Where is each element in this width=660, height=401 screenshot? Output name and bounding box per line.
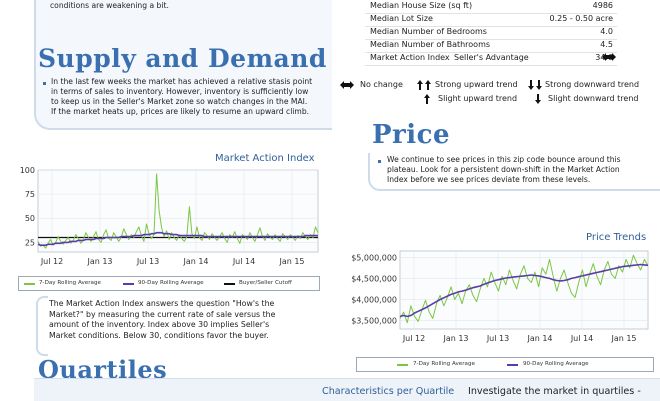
x-tick-label: Jan 13 (442, 334, 468, 343)
bullet-icon (378, 160, 381, 163)
y-tick-label: 50 (25, 214, 35, 223)
stat-row-lot-size: Median Lot Size 0.25 - 0.50 acre (365, 13, 617, 27)
y-tick-label: $4,000,000 (351, 295, 397, 304)
y-tick-label: 75 (25, 190, 35, 199)
legend-label-cutoff: Buyer/Seller Cutoff (239, 280, 292, 286)
price-heading: Price (372, 120, 450, 150)
strong-down-icon (528, 80, 542, 90)
plot-area (399, 250, 649, 330)
stat-row-bedrooms: Median Number of Bedrooms 4.0 (365, 26, 617, 40)
legend-label-90day: 90-Day Rolling Average (138, 280, 204, 286)
x-tick-label: Jul 12 (402, 334, 425, 343)
mai-legend: 7-Day Rolling Average 90-Day Rolling Ave… (18, 276, 320, 291)
mai-explanation: The Market Action Index answers the ques… (49, 299, 276, 340)
slight-up-icon (424, 94, 430, 104)
legend-swatch-cutoff (224, 283, 235, 285)
series-7day-line (37, 173, 319, 249)
price-chart-title: Price Trends (586, 232, 647, 243)
mai-chart-title: Market Action Index (215, 153, 315, 164)
bullet-icon (43, 82, 46, 85)
x-tick-label: Jan 15 (610, 334, 636, 343)
legend-swatch-7day (397, 364, 408, 366)
y-tick-label: 25 (25, 238, 35, 247)
strong-up-icon (417, 80, 431, 90)
characteristics-label: Characteristics per Quartile (322, 386, 455, 397)
x-tick-label: Jul 14 (570, 334, 593, 343)
no-change-icon (602, 53, 616, 61)
trend-legend: No change Strong upward trend Strong dow… (340, 80, 660, 108)
legend-label-7day: 7-Day Rolling Average (413, 361, 475, 367)
price-panel (368, 153, 660, 191)
x-tick-label: Jul 13 (136, 257, 159, 266)
price-chart: $3,500,000 $4,000,000 $4,500,000 $5,000,000… (351, 250, 649, 343)
mai-text-bracket (36, 296, 48, 356)
supply-demand-text: In the last few weeks the market has ach… (51, 77, 313, 116)
x-tick-label: Jul 13 (486, 334, 509, 343)
legend-label-7day: 7-Day Rolling Average (39, 280, 101, 286)
x-tick-label: Jul 14 (232, 257, 255, 266)
y-tick-label: $4,500,000 (351, 274, 397, 283)
price-legend: 7-Day Rolling Average 90-Day Rolling Ave… (356, 357, 654, 372)
x-tick-label: Jan 14 (526, 334, 552, 343)
x-tick-label: Jul 12 (40, 257, 63, 266)
supply-demand-panel (34, 0, 332, 130)
legend-swatch-7day (24, 283, 35, 285)
series-90day-line (399, 263, 649, 318)
mai-chart: 25 50 75 100 Jul 12 Jan 13 Jul 13 Jan 14 Jul 14 J… (20, 166, 319, 266)
stat-row-bathrooms: Median Number of Bathrooms 4.5 (365, 39, 617, 53)
quartiles-band (34, 378, 660, 401)
legend-label-90day: 90-Day Rolling Average (523, 361, 589, 367)
investigate-label: Investigate the market in quartiles - (468, 386, 641, 397)
y-tick-label: 100 (20, 166, 35, 175)
legend-swatch-90day (123, 283, 134, 285)
price-text: We continue to see prices in this zip co… (387, 155, 621, 184)
no-change-icon (340, 81, 354, 89)
legend-swatch-90day (507, 364, 518, 366)
series-90day-line (37, 231, 318, 246)
x-tick-label: Jan 14 (182, 257, 208, 266)
top-text: conditions are weakening a bit. (50, 1, 169, 10)
supply-demand-heading: Supply and Demand (38, 44, 327, 73)
y-tick-label: $3,500,000 (351, 317, 397, 326)
x-tick-label: Jan 13 (86, 257, 112, 266)
slight-down-icon (535, 94, 541, 104)
stat-row-house-size: Median House Size (sq ft) 4986 (365, 0, 617, 14)
y-tick-label: $5,000,000 (351, 253, 397, 262)
x-tick-label: Jan 15 (278, 257, 304, 266)
